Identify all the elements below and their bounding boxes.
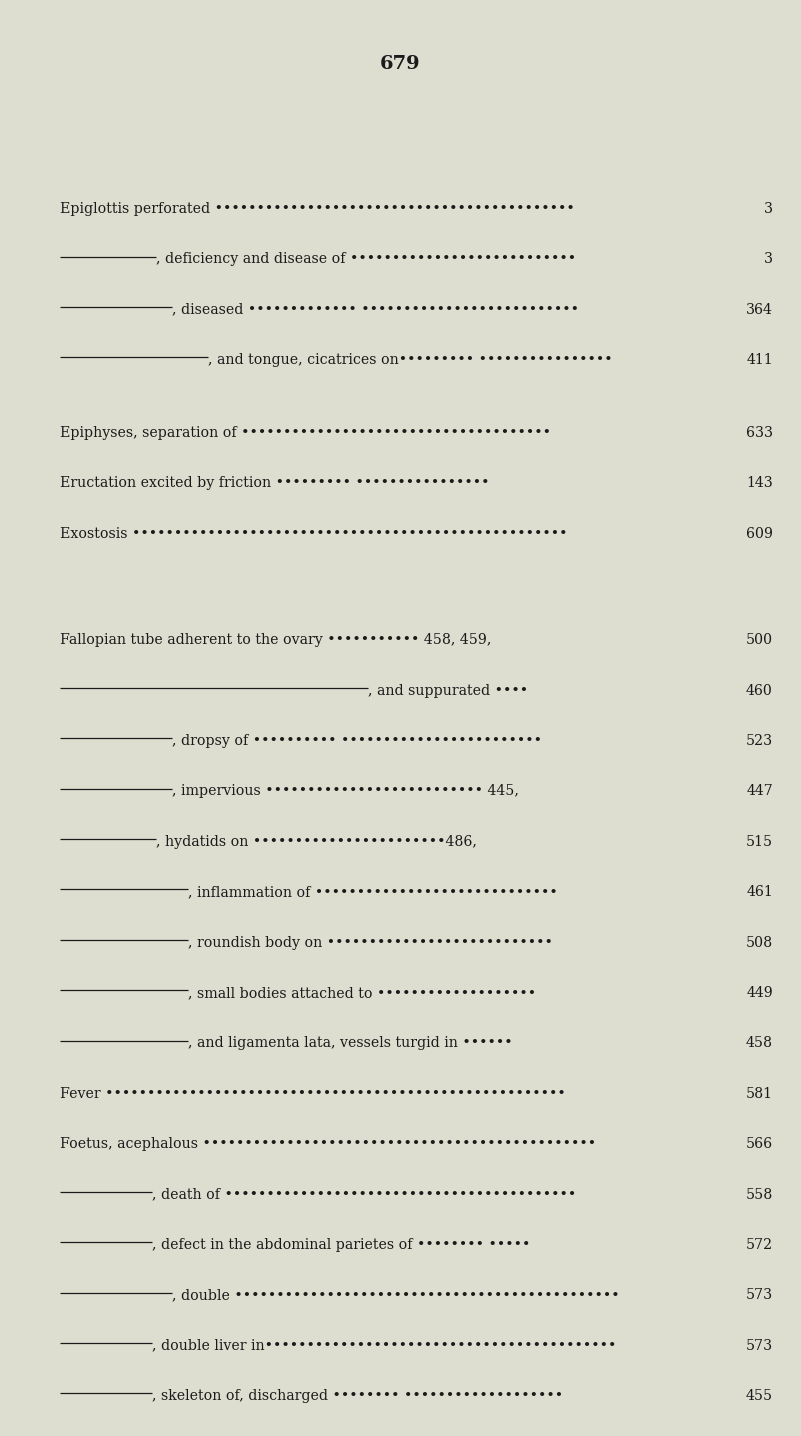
Text: Fever •••••••••••••••••••••••••••••••••••••••••••••••••••••••: Fever ••••••••••••••••••••••••••••••••••… xyxy=(60,1087,566,1101)
Text: 3: 3 xyxy=(764,253,773,266)
Text: 523: 523 xyxy=(746,734,773,748)
Text: , and tongue, cicatrices on••••••••• ••••••••••••••••: , and tongue, cicatrices on••••••••• •••… xyxy=(208,353,613,368)
Text: 566: 566 xyxy=(746,1137,773,1152)
Text: 364: 364 xyxy=(746,303,773,317)
Text: Eructation excited by friction ••••••••• ••••••••••••••••: Eructation excited by friction •••••••••… xyxy=(60,477,489,490)
Text: 508: 508 xyxy=(746,936,773,949)
Text: , inflammation of •••••••••••••••••••••••••••••: , inflammation of ••••••••••••••••••••••… xyxy=(188,885,558,899)
Text: 572: 572 xyxy=(746,1238,773,1252)
Text: 143: 143 xyxy=(747,477,773,490)
Text: 573: 573 xyxy=(746,1288,773,1302)
Text: Fallopian tube adherent to the ovary ••••••••••• 458, 459,: Fallopian tube adherent to the ovary •••… xyxy=(60,633,492,648)
Text: Foetus, acephalous •••••••••••••••••••••••••••••••••••••••••••••••: Foetus, acephalous •••••••••••••••••••••… xyxy=(60,1137,596,1152)
Text: 411: 411 xyxy=(747,353,773,368)
Text: 515: 515 xyxy=(746,834,773,849)
Text: 500: 500 xyxy=(746,633,773,648)
Text: 460: 460 xyxy=(746,684,773,698)
Text: 633: 633 xyxy=(746,426,773,439)
Text: , skeleton of, discharged •••••••• •••••••••••••••••••: , skeleton of, discharged •••••••• •••••… xyxy=(152,1389,563,1403)
Text: , double liver in••••••••••••••••••••••••••••••••••••••••••: , double liver in•••••••••••••••••••••••… xyxy=(152,1338,617,1353)
Text: , and ligamenta lata, vessels turgid in ••••••: , and ligamenta lata, vessels turgid in … xyxy=(188,1037,513,1050)
Text: 573: 573 xyxy=(746,1338,773,1353)
Text: 558: 558 xyxy=(746,1188,773,1202)
Text: , roundish body on •••••••••••••••••••••••••••: , roundish body on •••••••••••••••••••••… xyxy=(188,936,553,949)
Text: , double ••••••••••••••••••••••••••••••••••••••••••••••: , double •••••••••••••••••••••••••••••••… xyxy=(172,1288,620,1302)
Text: 679: 679 xyxy=(380,55,421,73)
Text: , deficiency and disease of •••••••••••••••••••••••••••: , deficiency and disease of ••••••••••••… xyxy=(156,253,577,266)
Text: , diseased ••••••••••••• ••••••••••••••••••••••••••: , diseased ••••••••••••• •••••••••••••••… xyxy=(172,303,579,317)
Text: , hydatids on •••••••••••••••••••••••486,: , hydatids on •••••••••••••••••••••••486… xyxy=(156,834,477,849)
Text: 455: 455 xyxy=(746,1389,773,1403)
Text: 461: 461 xyxy=(747,885,773,899)
Text: 449: 449 xyxy=(747,987,773,999)
Text: , small bodies attached to •••••••••••••••••••: , small bodies attached to •••••••••••••… xyxy=(188,987,537,999)
Text: , and suppurated ••••: , and suppurated •••• xyxy=(368,684,529,698)
Text: 458: 458 xyxy=(746,1037,773,1050)
Text: 609: 609 xyxy=(746,527,773,541)
Text: Exostosis ••••••••••••••••••••••••••••••••••••••••••••••••••••: Exostosis ••••••••••••••••••••••••••••••… xyxy=(60,527,568,541)
Text: 581: 581 xyxy=(746,1087,773,1101)
Text: 447: 447 xyxy=(747,784,773,798)
Text: 3: 3 xyxy=(764,202,773,215)
Text: Epiphyses, separation of •••••••••••••••••••••••••••••••••••••: Epiphyses, separation of •••••••••••••••… xyxy=(60,426,551,439)
Text: , impervious •••••••••••••••••••••••••• 445,: , impervious •••••••••••••••••••••••••• … xyxy=(172,784,519,798)
Text: Epiglottis perforated •••••••••••••••••••••••••••••••••••••••••••: Epiglottis perforated ••••••••••••••••••… xyxy=(60,202,575,215)
Text: , defect in the abdominal parietes of •••••••• •••••: , defect in the abdominal parietes of ••… xyxy=(152,1238,530,1252)
Text: , dropsy of •••••••••• ••••••••••••••••••••••••: , dropsy of •••••••••• •••••••••••••••••… xyxy=(172,734,542,748)
Text: , death of ••••••••••••••••••••••••••••••••••••••••••: , death of •••••••••••••••••••••••••••••… xyxy=(152,1188,577,1202)
